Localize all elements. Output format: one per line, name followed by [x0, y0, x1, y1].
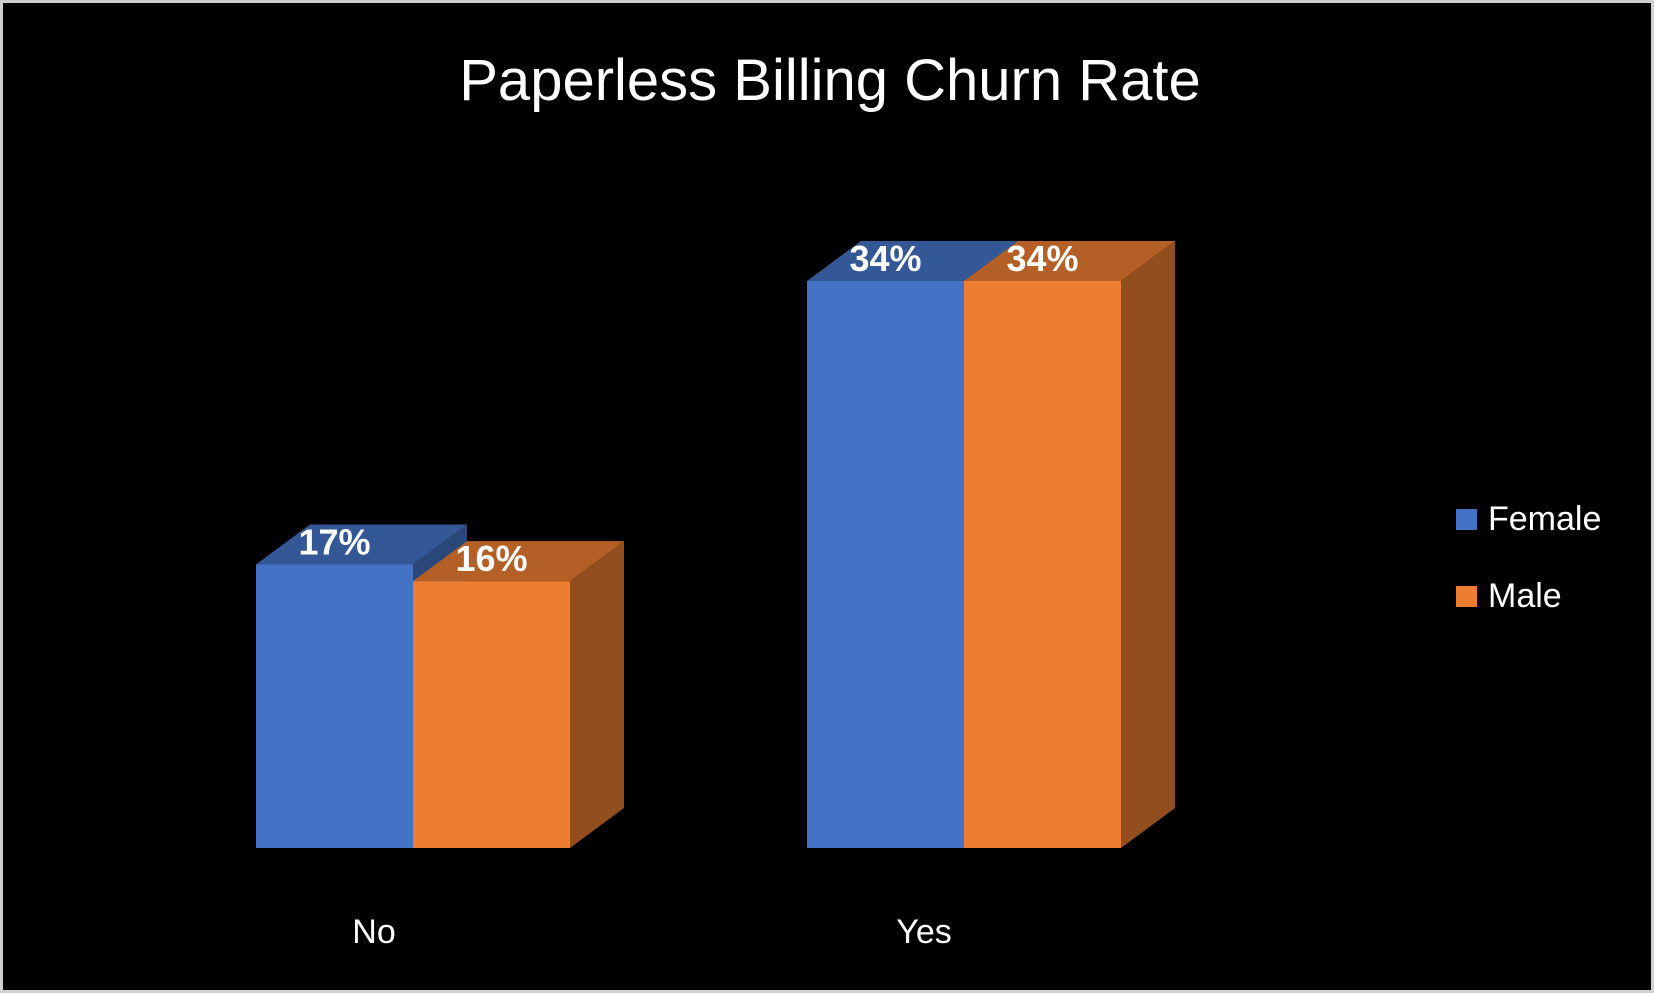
data-label-male-yes: 34% — [1006, 238, 1078, 279]
legend-label: Male — [1488, 577, 1562, 615]
legend-label: Female — [1488, 500, 1601, 538]
bar-top-face — [256, 524, 467, 565]
bars-group: 17% 16% 34% 34% — [256, 238, 1175, 848]
bar-top-face — [807, 241, 1018, 281]
legend-swatch — [1456, 509, 1477, 530]
legend-swatch — [1456, 586, 1477, 607]
legend-item-male: Male — [1456, 577, 1562, 615]
chart-title: Paperless Billing Churn Rate — [459, 48, 1200, 113]
bar-front-face — [964, 281, 1121, 848]
data-label-female-no: 17% — [298, 522, 370, 563]
category-label-yes: Yes — [896, 913, 951, 951]
category-label-no: No — [352, 913, 395, 951]
bar-front-face — [256, 564, 413, 848]
data-label-female-yes: 34% — [849, 238, 921, 279]
bar-male-no — [413, 541, 624, 848]
category-labels: No Yes — [352, 913, 951, 951]
bar-top-face — [964, 241, 1175, 281]
bar-front-face — [413, 581, 570, 848]
bar-front-face — [807, 281, 964, 848]
bar-side-face — [570, 541, 624, 848]
chart-canvas: Paperless Billing Churn Rate 17% 16% 34% 34… — [256, 48, 1601, 951]
bar-top-face — [413, 541, 624, 582]
legend: Female Male — [1456, 500, 1601, 615]
bar-side-face — [1121, 241, 1175, 848]
legend-item-female: Female — [1456, 500, 1601, 538]
data-label-male-no: 16% — [455, 538, 527, 579]
bar-male-yes — [964, 241, 1175, 848]
